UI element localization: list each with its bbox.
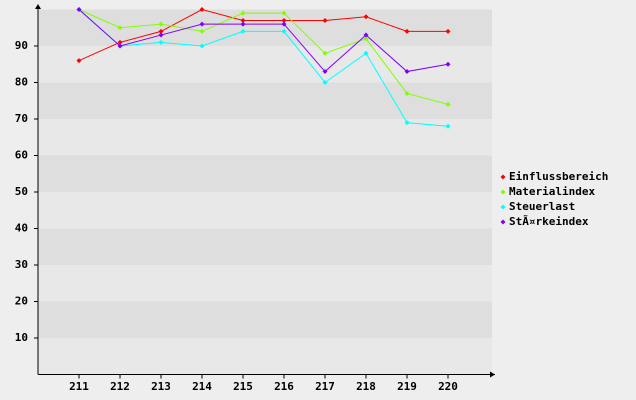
x-tick-label: 212 bbox=[110, 380, 130, 393]
legend-label: Materialindex bbox=[509, 185, 595, 198]
x-tick-label: 213 bbox=[151, 380, 171, 393]
legend-marker bbox=[500, 204, 506, 210]
point bbox=[445, 101, 451, 107]
series-line bbox=[78, 8, 448, 62]
grid-band bbox=[38, 119, 492, 156]
point bbox=[117, 43, 123, 49]
point bbox=[363, 36, 369, 42]
point bbox=[445, 61, 451, 67]
y-tick-label: 10 bbox=[15, 331, 28, 344]
x-tick-label: 218 bbox=[356, 380, 376, 393]
point bbox=[404, 120, 410, 126]
point bbox=[199, 28, 205, 34]
y-tick-label: 80 bbox=[15, 76, 28, 89]
x-tick-label: 211 bbox=[69, 380, 89, 393]
point bbox=[240, 28, 246, 34]
grid-band bbox=[38, 228, 492, 265]
point bbox=[281, 28, 287, 34]
legend-label: Steuerlast bbox=[509, 200, 575, 213]
y-tick-label: 60 bbox=[15, 149, 28, 162]
point bbox=[404, 69, 410, 75]
legend-label: Einflussbereich bbox=[509, 170, 608, 183]
y-tick-label: 50 bbox=[15, 185, 28, 198]
grid-band bbox=[38, 9, 492, 46]
point bbox=[404, 28, 410, 34]
point bbox=[117, 39, 123, 45]
point bbox=[281, 17, 287, 23]
point bbox=[404, 90, 410, 96]
legend-marker bbox=[500, 174, 506, 180]
point bbox=[240, 17, 246, 23]
point bbox=[363, 50, 369, 56]
x-tick-label: 216 bbox=[274, 380, 294, 393]
x-tick-label: 214 bbox=[192, 380, 212, 393]
legend-marker bbox=[500, 219, 506, 225]
grid-band bbox=[38, 192, 492, 229]
grid-band bbox=[38, 265, 492, 302]
grid-band bbox=[38, 155, 492, 192]
point bbox=[322, 50, 328, 56]
point bbox=[199, 21, 205, 27]
series-line bbox=[78, 9, 449, 127]
y-tick-label: 40 bbox=[15, 222, 28, 235]
point bbox=[281, 10, 287, 16]
grid-band bbox=[38, 338, 492, 375]
point bbox=[240, 21, 246, 27]
point bbox=[240, 10, 246, 16]
point bbox=[158, 28, 164, 34]
grid-band bbox=[38, 46, 492, 83]
y-tick-label: 70 bbox=[15, 112, 28, 125]
x-tick-label: 217 bbox=[315, 380, 335, 393]
x-axis-arrow bbox=[490, 371, 495, 378]
series-line bbox=[78, 9, 449, 105]
series-line bbox=[78, 9, 449, 73]
point bbox=[76, 7, 82, 12]
point bbox=[158, 21, 164, 27]
point bbox=[322, 17, 328, 23]
point bbox=[281, 21, 287, 27]
grid-band bbox=[38, 301, 492, 338]
x-tick-label: 215 bbox=[233, 380, 253, 393]
point bbox=[158, 39, 164, 45]
x-tick-label: 219 bbox=[397, 380, 417, 393]
point bbox=[117, 25, 123, 31]
y-axis-arrow bbox=[35, 4, 41, 9]
point bbox=[363, 14, 369, 20]
grid-band bbox=[38, 82, 492, 119]
point bbox=[363, 32, 369, 38]
point bbox=[322, 69, 328, 75]
point bbox=[199, 7, 205, 12]
point bbox=[76, 58, 82, 64]
point bbox=[445, 28, 451, 34]
y-tick-label: 30 bbox=[15, 258, 28, 271]
point bbox=[158, 32, 164, 38]
x-tick-label: 220 bbox=[438, 380, 458, 393]
point bbox=[322, 80, 328, 85]
legend-label: StÃ¤rkeindex bbox=[509, 215, 589, 228]
y-tick-label: 90 bbox=[15, 39, 28, 52]
legend-marker bbox=[500, 189, 506, 195]
point bbox=[445, 123, 451, 129]
y-tick-label: 20 bbox=[15, 295, 28, 308]
point bbox=[199, 43, 205, 49]
